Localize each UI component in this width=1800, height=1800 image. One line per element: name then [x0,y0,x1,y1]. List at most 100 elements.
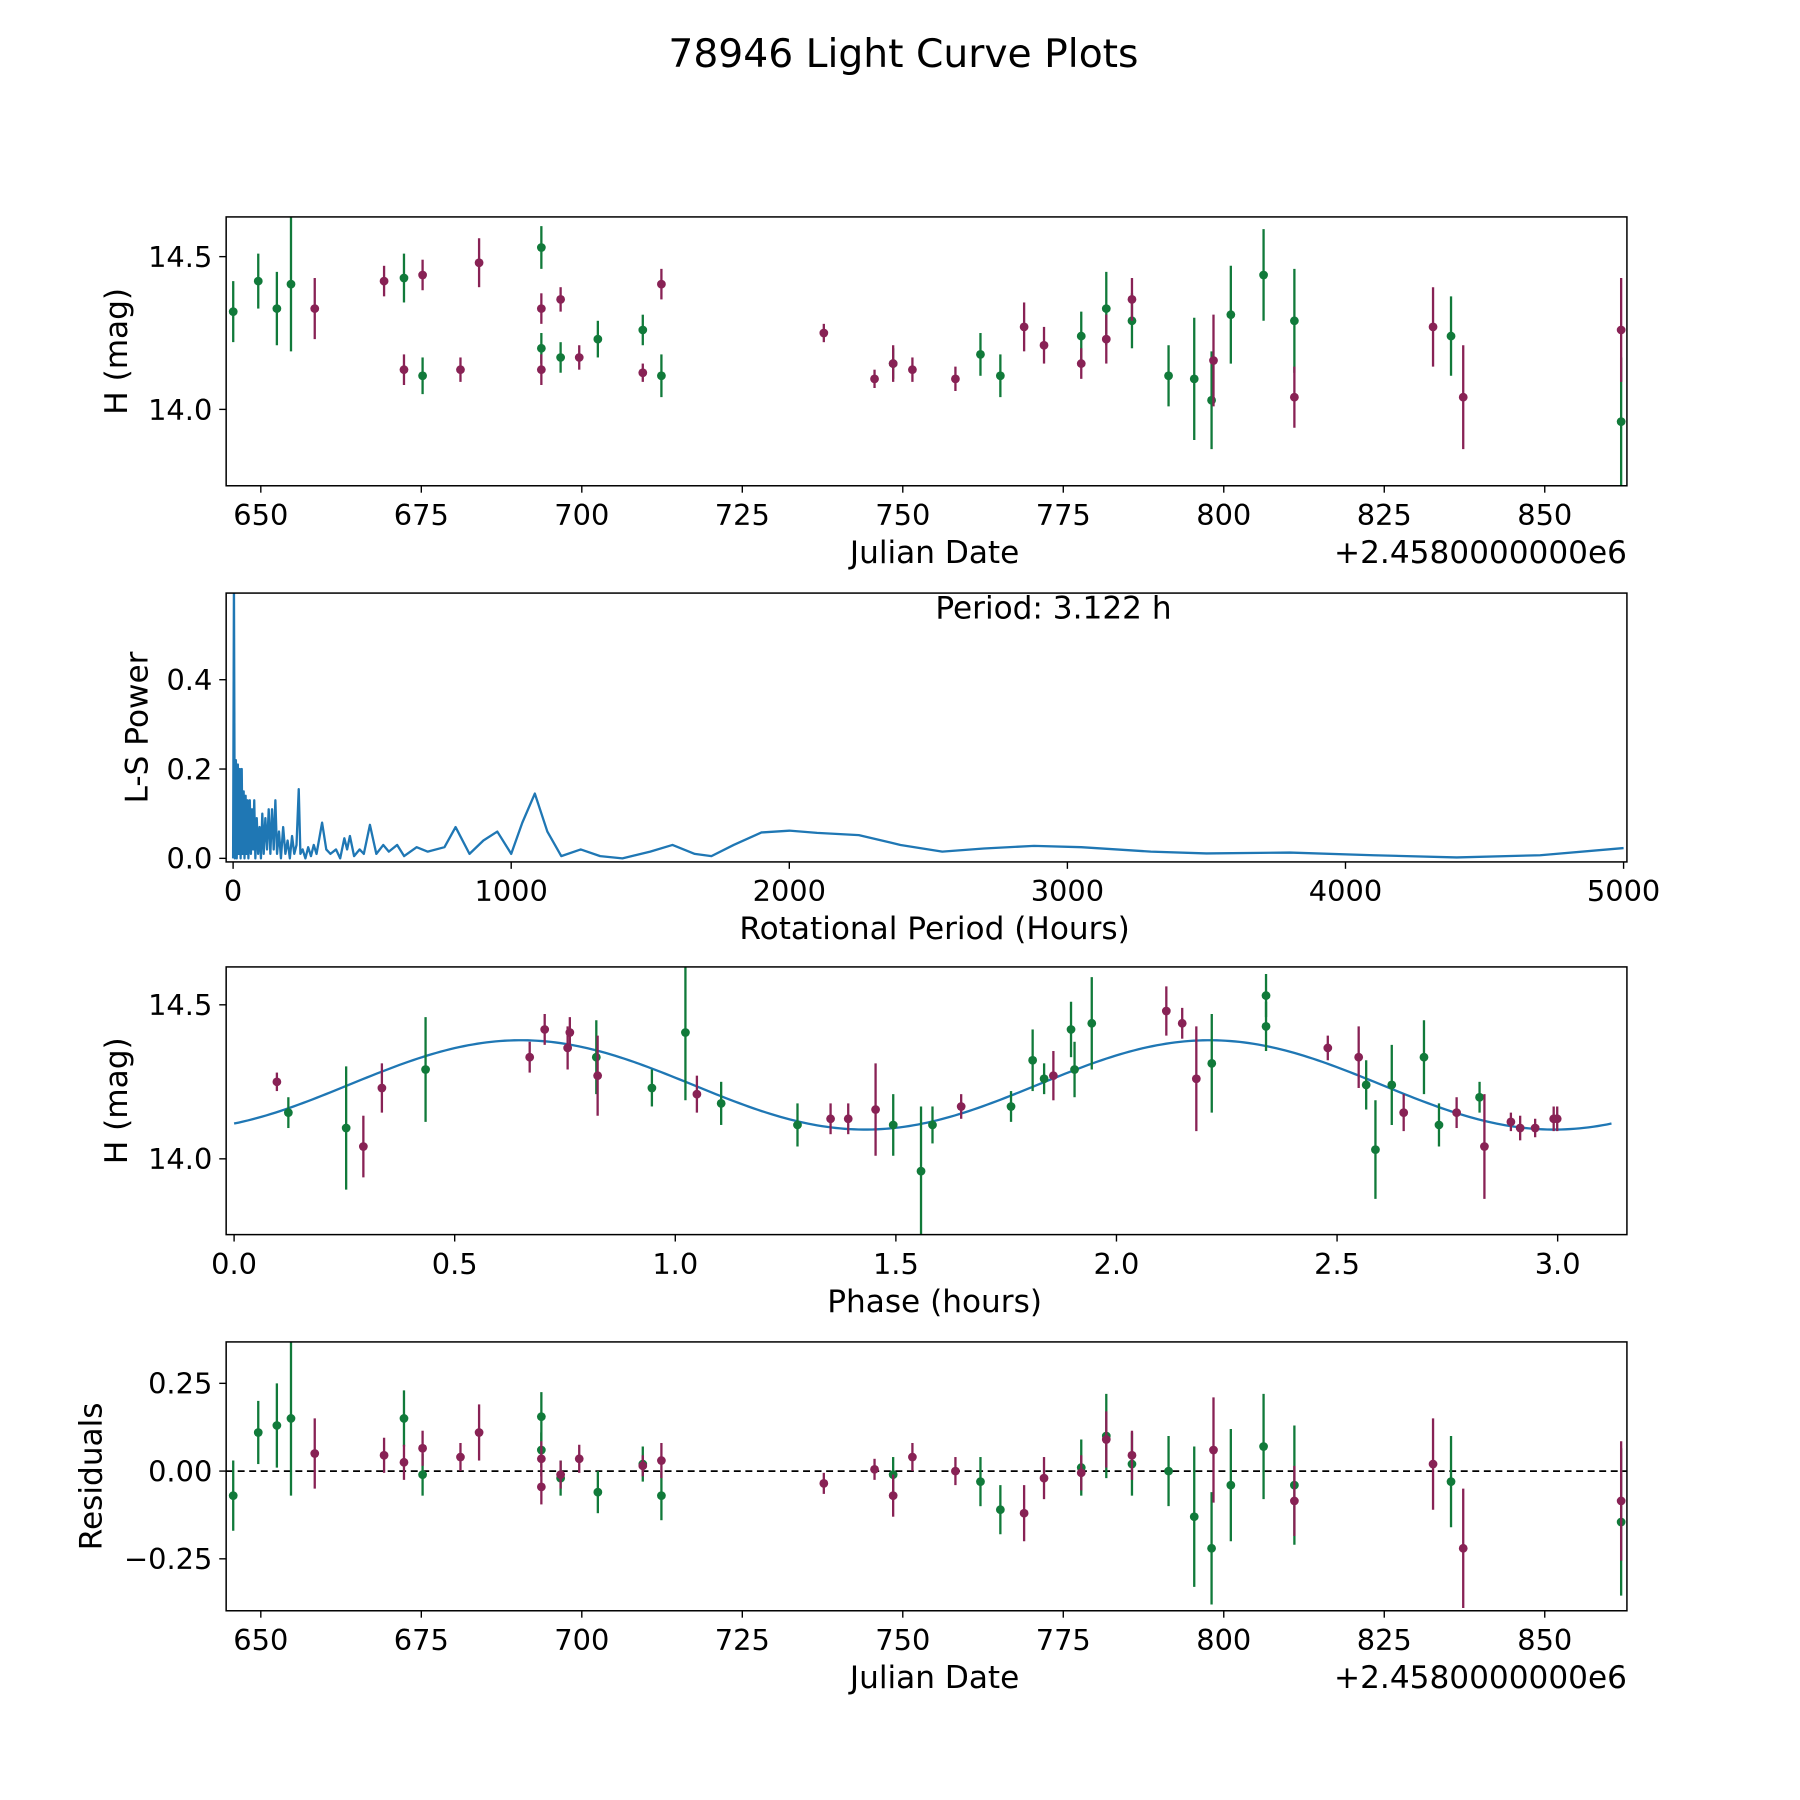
y-tick-label: 14.5 [148,988,212,1022]
data-marker [793,1120,802,1130]
purple-data-point [657,268,666,300]
green-data-point [253,253,263,309]
green-data-point [1189,1446,1199,1587]
data-marker [418,1470,427,1479]
purple-data-point [1515,1115,1525,1141]
data-marker [456,1452,465,1462]
data-marker [1506,1117,1516,1127]
data-marker [474,258,484,268]
data-marker [1475,1092,1484,1102]
data-marker [1452,1108,1462,1118]
purple-data-point [1452,1097,1462,1129]
periodogram-plot-area [231,593,1624,860]
x-tick-label: 1.5 [873,1247,919,1281]
data-marker [536,304,546,313]
data-marker [556,353,566,362]
data-marker [1226,310,1236,320]
data-marker [272,304,282,313]
purple-data-point [593,1035,603,1116]
purple-data-point [1127,1430,1137,1480]
purple-data-point [536,354,546,385]
data-marker [377,1083,387,1093]
green-data-point [593,1471,603,1514]
purple-data-point [1101,314,1111,364]
purple-data-point [908,357,917,382]
phased-panel: 0.0 0.5 1.0 1.5 2.0 2.5 3.0 14.0 14.5 Phase (hour… [99,966,1628,1320]
green-data-point [253,1400,263,1465]
data-marker [286,279,296,289]
residuals-panel: 650 675 700 725 750 775 800 825 850 −0.25 0.00 0.25… [74,1341,1628,1696]
data-marker [638,1461,648,1471]
green-data-point [1446,296,1456,376]
purple-data-point [1127,278,1137,321]
purple-data-point [540,1014,550,1045]
green-data-point [995,354,1005,398]
y-axis-label: Residuals [74,1402,110,1550]
x-tick-label: 2.5 [1314,1247,1360,1281]
data-marker [593,1487,603,1497]
residuals-plot-area [226,1341,1627,1608]
data-marker [1039,1473,1049,1483]
data-marker [871,1105,880,1114]
data-marker [657,279,666,289]
data-marker [358,1142,368,1151]
data-marker [819,328,829,338]
data-marker [1261,1021,1271,1031]
data-marker [593,1071,603,1081]
data-marker [1101,334,1111,344]
green-data-point [928,1106,937,1144]
purple-data-point [474,238,484,288]
y-tick-label: 0.2 [166,752,212,786]
green-data-point [1371,1100,1380,1199]
purple-data-point [819,1472,829,1494]
green-data-point [1446,1435,1456,1528]
phased-plot-area [233,966,1612,1235]
data-marker [1290,392,1299,402]
x-tick-label: 650 [233,498,288,532]
x-axis-label: Rotational Period (Hours) [739,911,1129,947]
data-marker [928,1120,937,1130]
data-marker [1458,392,1468,402]
data-marker [1209,1445,1218,1455]
data-marker [1076,359,1086,368]
data-marker [253,1428,263,1437]
x-tick-label: 675 [394,498,449,532]
x-tick-label: 2.0 [1094,1247,1140,1281]
data-marker [916,1166,926,1176]
x-tick-label: 775 [1036,498,1091,532]
purple-data-point [1616,278,1626,382]
purple-data-point [1039,326,1049,364]
data-marker [951,1466,960,1476]
data-marker [399,1414,409,1423]
data-marker [1101,304,1111,313]
data-marker [1259,270,1268,280]
green-data-point [556,342,566,373]
purple-data-point [843,1103,853,1135]
green-data-point [1259,1393,1268,1500]
data-marker [1177,1018,1187,1028]
data-marker [692,1089,702,1099]
data-marker [1399,1108,1409,1118]
data-marker [310,304,320,313]
data-marker [956,1102,966,1111]
green-data-point [1039,1063,1049,1095]
x-offset-text: +2.4580000000e6 [1334,1660,1627,1696]
periodogram-panel: 0 1000 2000 3000 4000 5000 0.0 0.2 0.4 Rotational… [120,590,1661,947]
data-marker [843,1114,853,1124]
y-axis-label: H (mag) [99,1037,135,1164]
data-marker [1530,1123,1540,1133]
data-marker [870,1464,879,1474]
data-marker [1428,322,1438,332]
purple-data-point [870,1458,879,1480]
purple-data-point [870,369,879,389]
green-data-point [1164,345,1173,407]
green-data-point [1387,1044,1397,1125]
purple-data-point [657,1443,666,1479]
x-tick-label: 0.5 [432,1247,478,1281]
data-marker [540,1025,550,1034]
data-marker [908,365,917,375]
data-marker [1361,1080,1371,1090]
data-marker [1019,1508,1029,1518]
purple-data-point [1480,1094,1489,1199]
data-marker [1371,1145,1380,1154]
